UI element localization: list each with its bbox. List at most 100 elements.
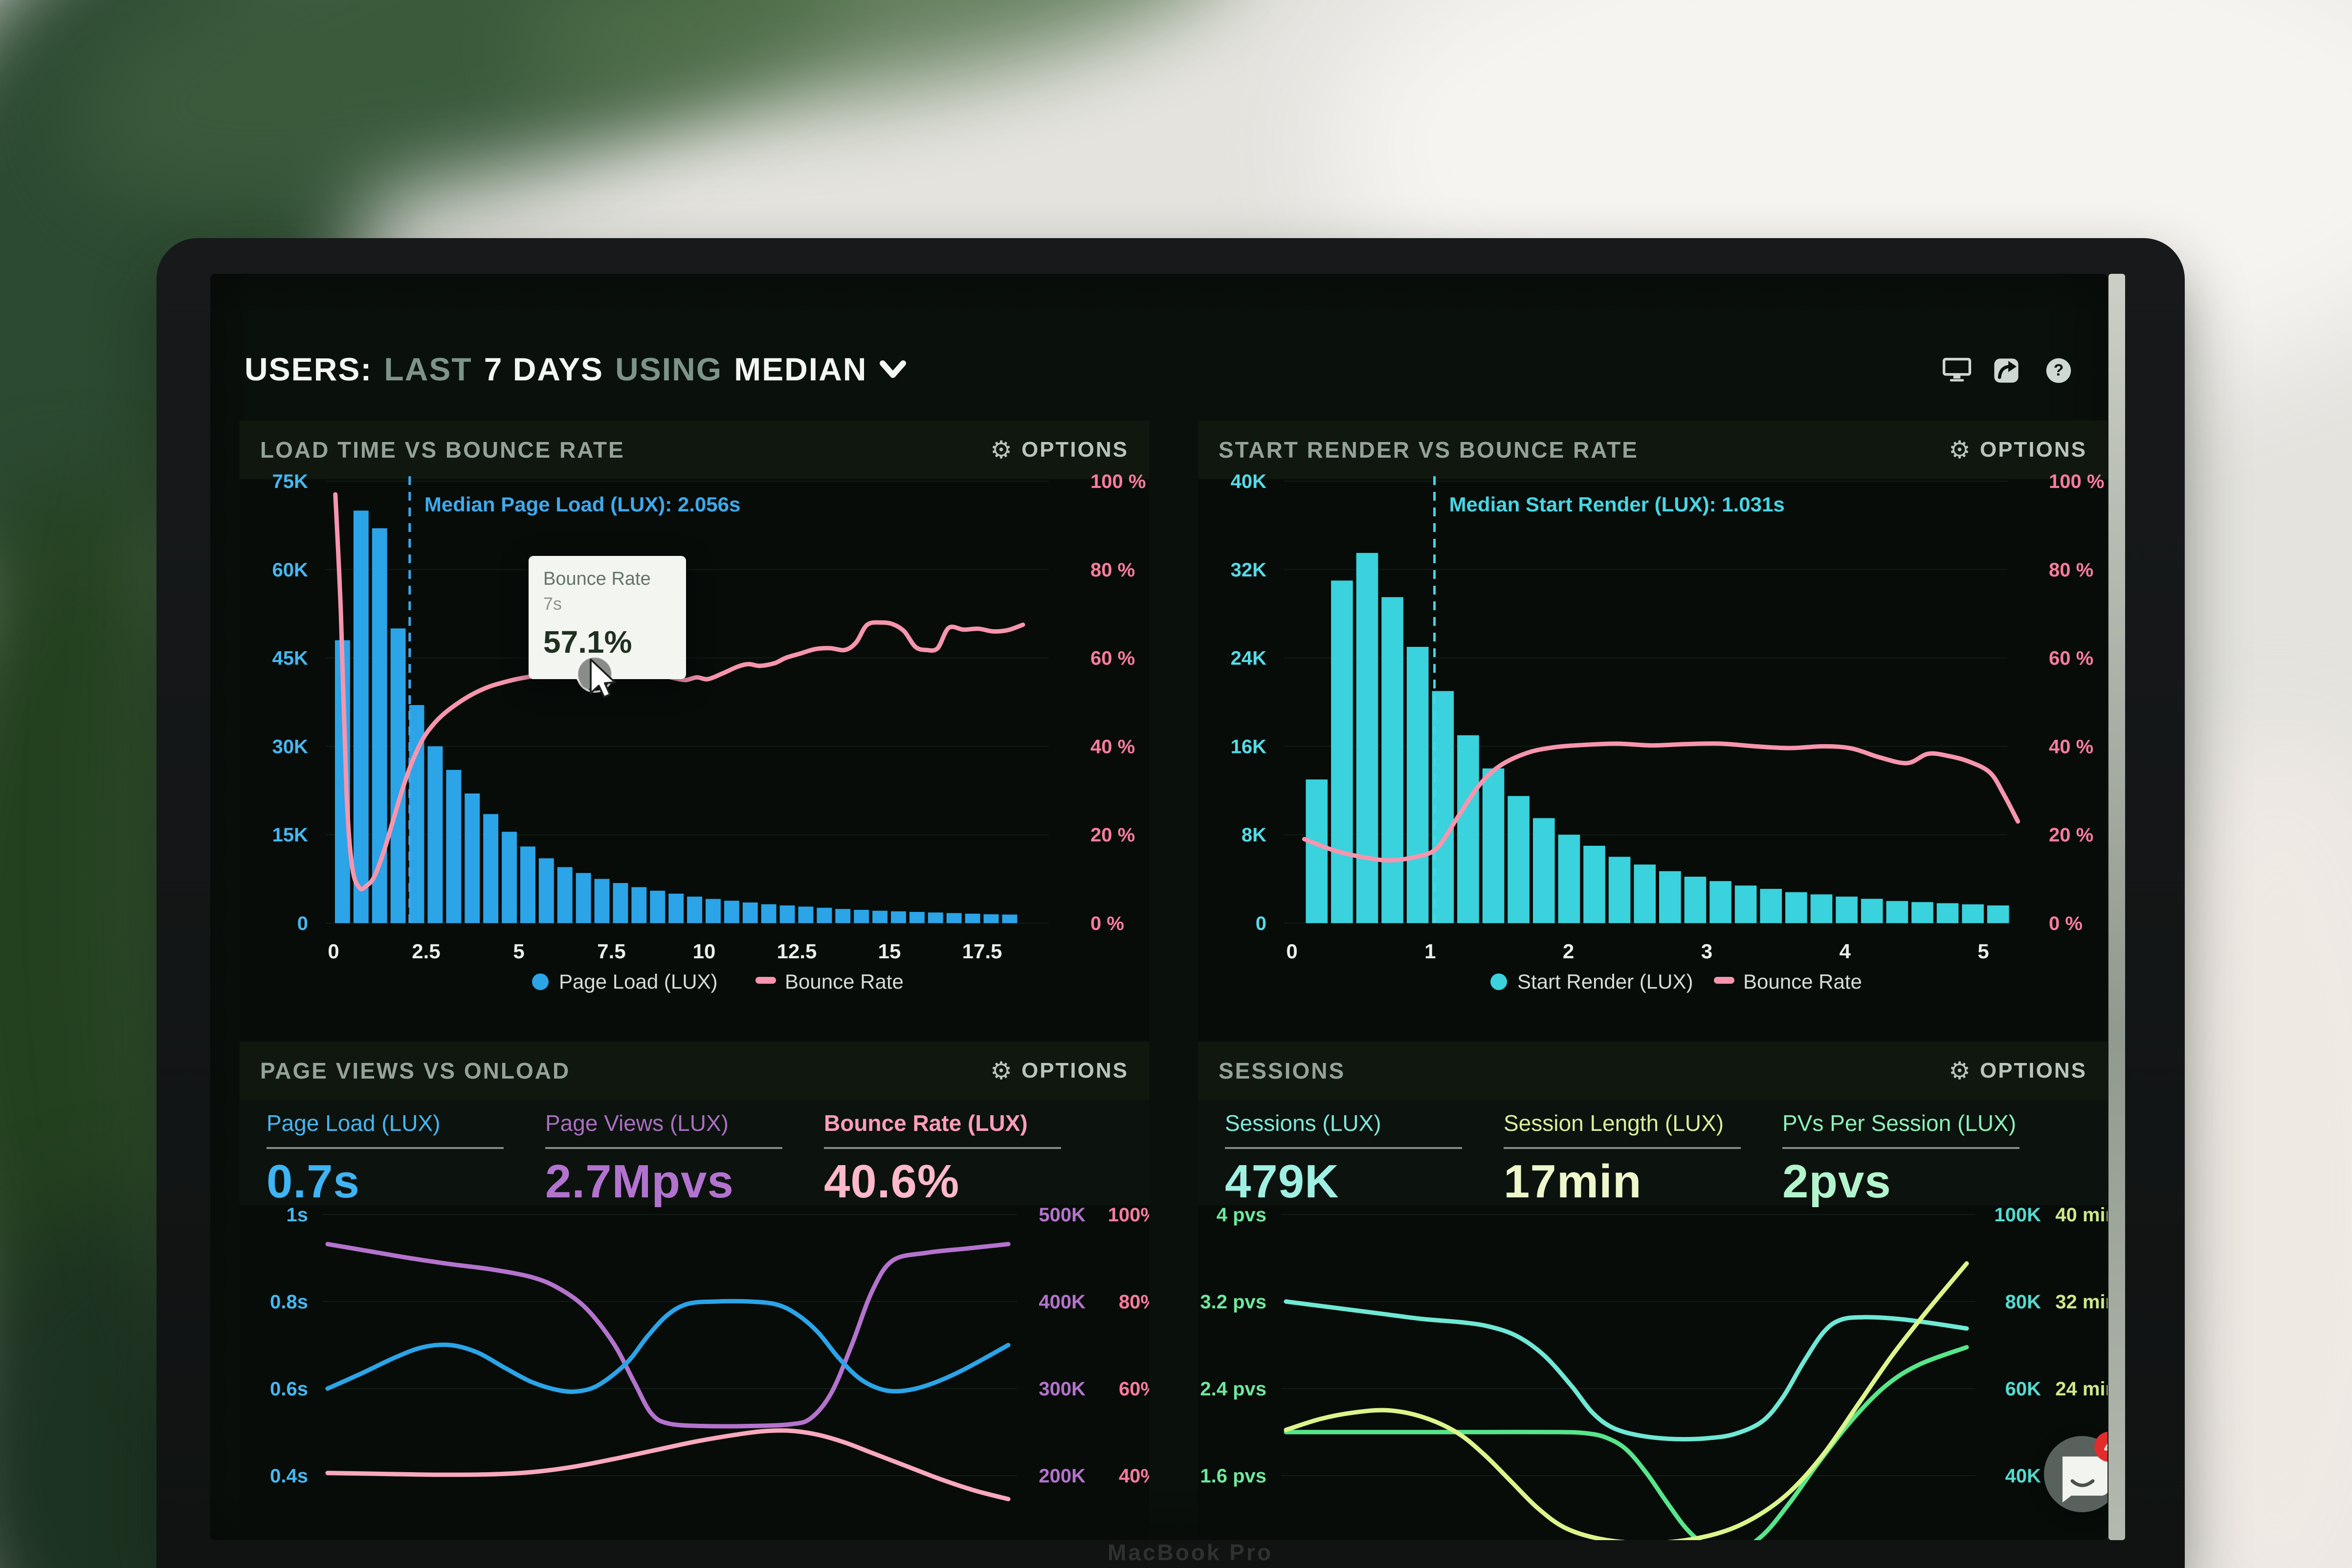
svg-text:75K: 75K bbox=[272, 471, 308, 492]
svg-text:0.4s: 0.4s bbox=[270, 1465, 308, 1487]
svg-text:20 %: 20 % bbox=[2049, 824, 2093, 846]
options-button[interactable]: ⚙ OPTIONS bbox=[990, 1059, 1129, 1083]
metric-label: Page Load (LUX) bbox=[266, 1110, 441, 1136]
help-icon[interactable]: ? bbox=[2044, 354, 2073, 384]
svg-text:60%: 60% bbox=[1119, 1378, 1149, 1400]
svg-text:1: 1 bbox=[1424, 940, 1436, 963]
options-button[interactable]: ⚙ OPTIONS bbox=[990, 438, 1129, 462]
svg-text:Bounce Rate: Bounce Rate bbox=[1743, 970, 1862, 993]
options-button[interactable]: ⚙ OPTIONS bbox=[1949, 1059, 2087, 1083]
svg-text:80K: 80K bbox=[2005, 1291, 2041, 1313]
svg-text:12.5: 12.5 bbox=[777, 940, 817, 963]
svg-text:8K: 8K bbox=[1242, 824, 1266, 846]
metric-sessions: Sessions (LUX) 479K bbox=[1225, 1110, 1462, 1208]
svg-text:Page Load (LUX): Page Load (LUX) bbox=[559, 970, 718, 993]
chat-bubble-icon bbox=[2063, 1457, 2108, 1502]
svg-text:0: 0 bbox=[328, 940, 339, 963]
svg-text:Median Start Render (LUX): 1.0: Median Start Render (LUX): 1.031s bbox=[1449, 493, 1785, 516]
chat-launcher-button[interactable]: 4 bbox=[2044, 1432, 2108, 1512]
metric-underline bbox=[1504, 1147, 1741, 1149]
svg-text:0.8s: 0.8s bbox=[270, 1291, 308, 1313]
metric-label: Page Views (LUX) bbox=[545, 1110, 729, 1136]
svg-text:60 %: 60 % bbox=[1090, 648, 1135, 669]
svg-text:2: 2 bbox=[1563, 940, 1574, 963]
svg-text:4: 4 bbox=[1840, 940, 1851, 963]
svg-text:Bounce Rate: Bounce Rate bbox=[785, 970, 904, 993]
panel-title: SESSIONS bbox=[1219, 1058, 1346, 1083]
svg-text:0: 0 bbox=[1256, 913, 1266, 934]
title-part: USING bbox=[615, 351, 723, 387]
svg-text:0.6s: 0.6s bbox=[270, 1378, 308, 1400]
svg-text:32 min: 32 min bbox=[2055, 1291, 2108, 1313]
tooltip-value: 57.1% bbox=[543, 624, 632, 660]
chevron-down-icon[interactable] bbox=[879, 358, 907, 380]
svg-text:24K: 24K bbox=[1231, 648, 1266, 669]
panel-header: SESSIONS ⚙ OPTIONS bbox=[1198, 1041, 2108, 1100]
panel-title: START RENDER VS BOUNCE RATE bbox=[1219, 437, 1639, 463]
header-toolbar: ? bbox=[1942, 354, 2073, 384]
panel-header: PAGE VIEWS VS ONLOAD ⚙ OPTIONS bbox=[240, 1041, 1149, 1100]
display-icon[interactable] bbox=[1942, 354, 1972, 384]
title-part: 7 DAYS bbox=[484, 351, 604, 387]
svg-text:300K: 300K bbox=[1039, 1378, 1086, 1400]
svg-text:80 %: 80 % bbox=[1090, 559, 1135, 581]
metric-value: 2pvs bbox=[1782, 1155, 1891, 1208]
options-button[interactable]: ⚙ OPTIONS bbox=[1949, 438, 2087, 462]
metric-label: PVs Per Session (LUX) bbox=[1782, 1110, 2017, 1136]
options-label: OPTIONS bbox=[1021, 438, 1129, 462]
metric-session-length: Session Length (LUX) 17min bbox=[1504, 1110, 1741, 1208]
svg-text:7.5: 7.5 bbox=[597, 940, 625, 963]
chart-tooltip: Bounce Rate 7s 57.1% bbox=[529, 556, 686, 679]
load-time-histogram-chart[interactable]: 75K 100 % 60K 80 % 45K 60 % 30K 40 % 15K 20 % 0 0 %… bbox=[240, 469, 1149, 1017]
metric-page-views: Page Views (LUX) 2.7Mpvs bbox=[545, 1110, 782, 1208]
gear-icon: ⚙ bbox=[1949, 436, 1972, 464]
svg-text:400K: 400K bbox=[1039, 1291, 1086, 1313]
svg-text:40K: 40K bbox=[2005, 1465, 2041, 1487]
svg-text:100K: 100K bbox=[1994, 1205, 2041, 1226]
metrics-row: Sessions (LUX) 479K Session Length (LUX)… bbox=[1198, 1100, 2108, 1208]
mouse-cursor bbox=[576, 656, 616, 698]
svg-text:?: ? bbox=[2054, 361, 2064, 379]
users-period-dropdown[interactable]: USERS: LAST 7 DAYS USING MEDIAN bbox=[244, 351, 907, 388]
options-label: OPTIONS bbox=[1021, 1059, 1129, 1082]
svg-text:60 %: 60 % bbox=[2049, 648, 2093, 669]
svg-text:1s: 1s bbox=[287, 1205, 309, 1226]
metric-label: Bounce Rate (LUX) bbox=[824, 1110, 1028, 1136]
start-render-histogram-chart[interactable]: 40K 100 % 32K 80 % 24K 60 % 16K 40 % 8K 20 % 0 0 % M… bbox=[1198, 469, 2108, 1017]
title-part: MEDIAN bbox=[734, 351, 867, 387]
options-label: OPTIONS bbox=[1979, 438, 2087, 462]
svg-text:40 %: 40 % bbox=[1090, 736, 1135, 757]
metric-underline bbox=[545, 1147, 782, 1149]
page-views-onload-line-chart[interactable]: 1s 500K 100% 0.8s 400K 80% 0.6s 300K 60% 0.4s 200K… bbox=[240, 1204, 1158, 1540]
share-icon[interactable] bbox=[1993, 354, 2022, 384]
svg-text:3.2 pvs: 3.2 pvs bbox=[1200, 1291, 1266, 1313]
metric-label: Session Length (LUX) bbox=[1504, 1110, 1724, 1136]
metric-bounce-rate: Bounce Rate (LUX) 40.6% bbox=[824, 1110, 1061, 1208]
svg-text:3: 3 bbox=[1701, 940, 1712, 963]
title-part: USERS: bbox=[244, 351, 373, 387]
svg-text:4 pvs: 4 pvs bbox=[1217, 1205, 1266, 1226]
svg-text:30K: 30K bbox=[272, 736, 308, 757]
sessions-line-chart[interactable]: 4 pvs 100K 40 min 3.2 pvs 80K 32 min 2.4 pvs 60… bbox=[1198, 1204, 2108, 1540]
svg-text:80 %: 80 % bbox=[2049, 559, 2093, 581]
svg-text:32K: 32K bbox=[1231, 559, 1266, 581]
svg-text:2.4 pvs: 2.4 pvs bbox=[1200, 1378, 1266, 1400]
screen-edge-glare bbox=[2108, 274, 2125, 1540]
svg-text:16K: 16K bbox=[1231, 736, 1266, 757]
svg-text:40K: 40K bbox=[1231, 471, 1266, 492]
gear-icon: ⚙ bbox=[990, 1057, 1014, 1085]
svg-text:10: 10 bbox=[693, 940, 716, 963]
panel-title: PAGE VIEWS VS ONLOAD bbox=[260, 1058, 571, 1083]
svg-text:Median Page Load (LUX): 2.056s: Median Page Load (LUX): 2.056s bbox=[424, 493, 740, 516]
svg-text:5: 5 bbox=[513, 940, 524, 963]
svg-text:0 %: 0 % bbox=[2049, 913, 2083, 934]
metric-value: 0.7s bbox=[266, 1155, 360, 1208]
title-part: LAST bbox=[384, 351, 472, 387]
svg-text:24 min: 24 min bbox=[2055, 1378, 2108, 1400]
panel-page-views-vs-onload: PAGE VIEWS VS ONLOAD ⚙ OPTIONS Page Load… bbox=[240, 1041, 1158, 1540]
metric-value: 2.7Mpvs bbox=[545, 1155, 734, 1208]
panel-title: LOAD TIME VS BOUNCE RATE bbox=[260, 437, 625, 463]
metric-underline bbox=[1225, 1147, 1462, 1149]
svg-text:500K: 500K bbox=[1039, 1205, 1086, 1226]
